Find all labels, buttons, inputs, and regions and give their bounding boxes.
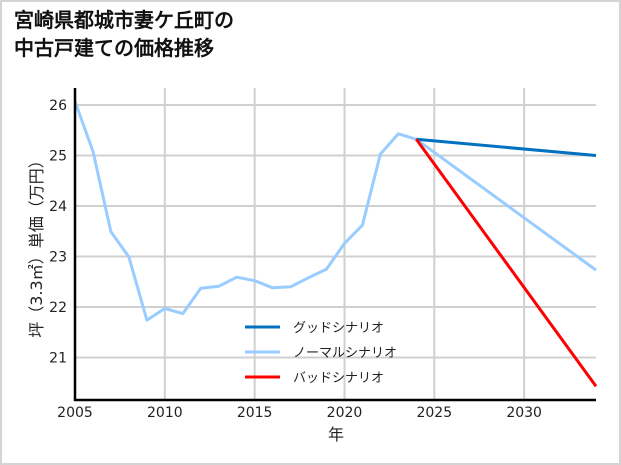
x-tick-label: 2025 [416,405,452,421]
y-tick-label: 26 [49,98,67,114]
legend-label: グッドシナリオ [293,321,384,336]
tick-labels: 21 22 23 24 25 26 2005 2010 2015 2020 2025 2030 [49,98,542,421]
chart-title: 宮崎県都城市妻ケ丘町の 中古戸建ての価格推移 [14,6,234,62]
chart-title-line1: 宮崎県都城市妻ケ丘町の [14,8,234,32]
series-line [416,137,597,157]
axes [73,88,596,402]
data-series [73,100,598,388]
y-axis-label: 坪（3.3㎡）単価（万円） [27,152,46,337]
x-axis-label: 年 [328,425,344,444]
x-tick-label: 2005 [57,405,93,421]
y-tick-label: 22 [49,300,67,316]
x-tick-label: 2020 [327,405,363,421]
series-line [73,100,597,322]
chart-title-line2: 中古戸建ての価格推移 [14,36,214,60]
y-tick-label: 25 [49,149,67,165]
x-tick-label: 2015 [237,405,273,421]
series-line [415,138,598,388]
legend-label: バッドシナリオ [293,371,384,386]
x-tick-label: 2030 [506,405,542,421]
y-tick-label: 21 [49,351,67,367]
y-tick-label: 24 [49,199,67,215]
legend-label: ノーマルシナリオ [293,346,397,361]
y-tick-label: 23 [49,250,67,266]
x-tick-label: 2010 [147,405,183,421]
